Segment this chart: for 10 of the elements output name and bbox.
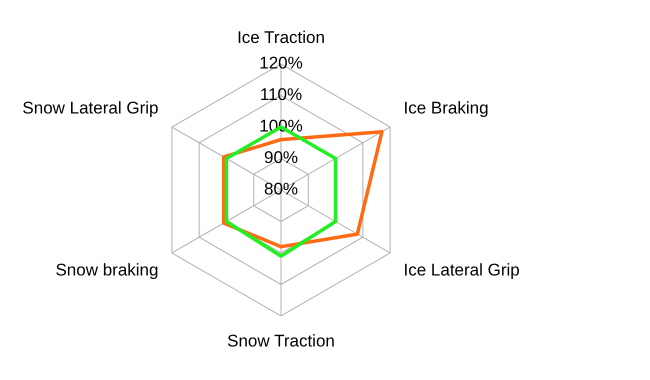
y-tick-label: 110% bbox=[260, 85, 302, 104]
y-tick-label: 120% bbox=[259, 54, 303, 73]
spoke-label: Ice Lateral Grip bbox=[404, 260, 520, 280]
spoke-label: Snow braking bbox=[55, 260, 158, 280]
y-tick-label: 90% bbox=[264, 148, 298, 168]
spoke-label: Snow Traction bbox=[227, 331, 335, 350]
spoke-label: Ice Traction bbox=[237, 28, 325, 48]
spoke-label: Ice Braking bbox=[404, 98, 489, 118]
spoke-label: Snow Lateral Grip bbox=[22, 98, 158, 118]
y-tick-label: 80% bbox=[264, 180, 298, 199]
